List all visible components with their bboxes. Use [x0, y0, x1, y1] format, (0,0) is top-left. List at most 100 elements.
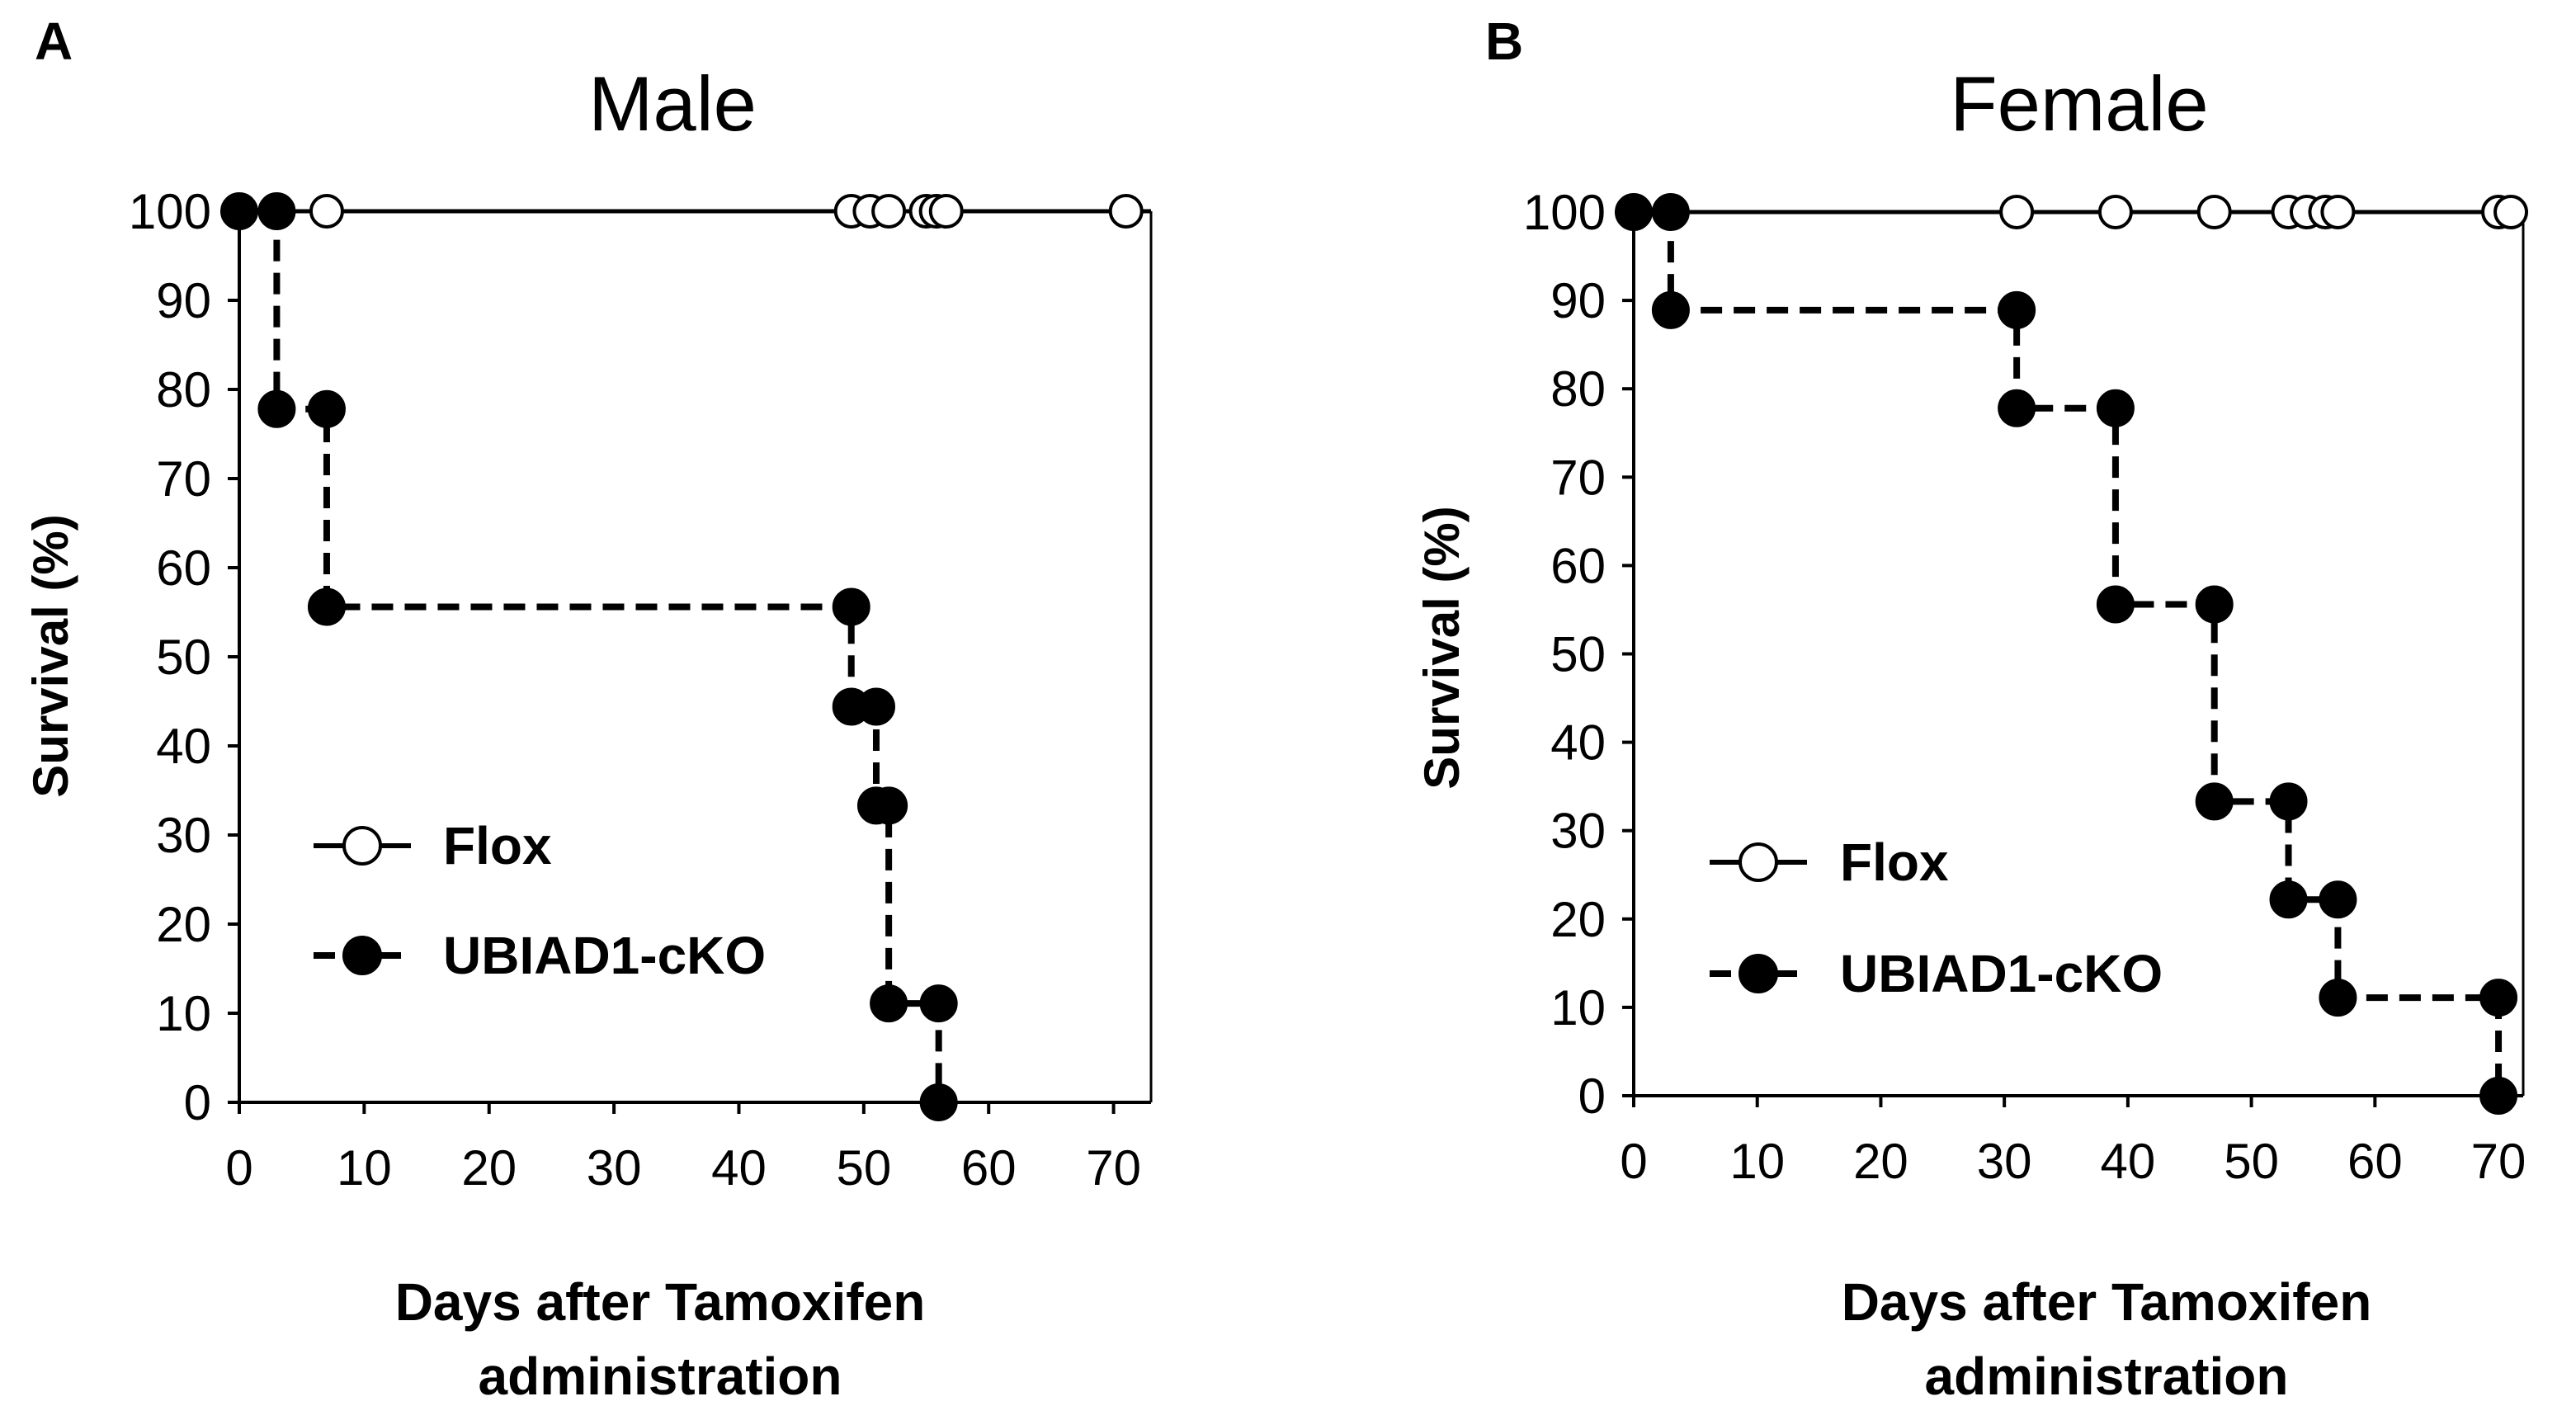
panel-b-title: Female — [1950, 60, 2208, 147]
panel-a-legend-flox-symbol — [314, 826, 411, 866]
panel-b-marker-ubiad1-cko — [2096, 389, 2135, 427]
panel-a-x-tick-label: 30 — [587, 1140, 642, 1196]
panel-b-marker-ubiad1-cko — [2479, 979, 2518, 1017]
panel-b-marker-ubiad1-cko — [1998, 290, 2036, 329]
panel-a-marker-ubiad1-cko — [257, 192, 296, 230]
panel-a-y-tick-label: 50 — [156, 630, 211, 685]
panel-b: B Female 0 10 20 30 40 50 60 70 80 90 100 0 10 20 30 4… — [1414, 12, 2529, 1406]
panel-a: A Male 0 10 20 30 40 50 60 70 80 90 100 0 10 20 30 40 5… — [23, 12, 1153, 1406]
panel-a-x-tick-label: 60 — [961, 1140, 1017, 1196]
panel-b-y-tick-label: 20 — [1550, 892, 1606, 947]
panel-b-x-axis-label-line2: administration — [1925, 1347, 2289, 1406]
panel-b-y-tick-label: 70 — [1550, 450, 1606, 505]
panel-a-marker-flox — [309, 194, 344, 229]
panel-a-y-tick-label: 90 — [156, 273, 211, 328]
panel-b-marker-ubiad1-cko — [2096, 585, 2135, 624]
panel-b-y-tick-label: 40 — [1550, 715, 1606, 771]
panel-a-marker-ubiad1-cko — [257, 389, 296, 428]
panel-b-y-tick-label: 0 — [1578, 1069, 1606, 1124]
panel-a-y-tick-label: 80 — [156, 362, 211, 418]
panel-b-x-axis-label-line1: Days after Tamoxifen — [1842, 1272, 2372, 1332]
panel-a-marker-ubiad1-cko — [919, 984, 958, 1023]
panel-b-x-tick-label: 60 — [2347, 1134, 2403, 1189]
panel-a-marker-ubiad1-cko — [919, 1083, 958, 1121]
panel-b-x-tick-label: 20 — [1853, 1134, 1908, 1189]
panel-b-y-tick-label: 50 — [1550, 627, 1606, 682]
panel-b-x-tick-label: 40 — [2101, 1134, 2156, 1189]
panel-a-marker-ubiad1-cko — [832, 587, 870, 626]
panel-b-marker-ubiad1-cko — [2479, 1077, 2518, 1115]
panel-b-marker-flox — [2196, 195, 2232, 229]
panel-letter-b: B — [1485, 12, 1523, 71]
panel-b-legend: Flox UBIAD1-cKO — [1710, 833, 2163, 1003]
panel-b-marker-ubiad1-cko — [2319, 880, 2357, 919]
panel-a-marker-flox — [928, 194, 964, 229]
panel-b-y-tick-label: 10 — [1550, 980, 1606, 1036]
panel-a-marker-ubiad1-cko — [307, 587, 346, 626]
panel-a-legend-cko-symbol — [314, 936, 411, 975]
panel-a-x-tick-label: 40 — [711, 1140, 767, 1196]
panel-b-marker-ubiad1-cko — [2269, 782, 2308, 821]
panel-a-legend-ubiad1-cko: UBIAD1-cKO — [443, 926, 766, 985]
panel-b-marker-ubiad1-cko — [2269, 880, 2308, 919]
panel-a-marker-ubiad1-cko — [870, 786, 908, 825]
panel-b-marker-ubiad1-cko — [1998, 389, 2036, 427]
panel-a-x-tick-label: 70 — [1086, 1140, 1141, 1196]
panel-b-legend-flox: Flox — [1840, 833, 1949, 892]
panel-b-marker-ubiad1-cko — [2195, 782, 2234, 821]
panel-b-y-tick-label: 30 — [1550, 804, 1606, 859]
panel-a-legend-flox: Flox — [443, 816, 552, 875]
panel-a-marker-ubiad1-cko — [307, 389, 346, 428]
panel-a-x-tick-label: 0 — [225, 1140, 252, 1196]
panel-b-x-tick-label: 0 — [1620, 1134, 1647, 1189]
panel-a-legend: Flox UBIAD1-cKO — [314, 816, 766, 985]
panel-a-marker-flox — [1108, 194, 1144, 229]
panel-b-y-tick-label: 90 — [1550, 273, 1606, 328]
panel-a-x-tick-label: 10 — [337, 1140, 392, 1196]
panel-a-marker-ubiad1-cko — [220, 192, 258, 230]
panel-a-y-tick-label: 30 — [156, 808, 211, 863]
panel-b-series-markers — [1615, 193, 2529, 1115]
panel-b-marker-flox — [2493, 195, 2529, 229]
panel-b-legend-ubiad1-cko: UBIAD1-cKO — [1840, 944, 2163, 1003]
panel-a-y-tick-label: 10 — [156, 986, 211, 1041]
panel-a-y-tick-label: 70 — [156, 451, 211, 507]
panel-b-marker-ubiad1-cko — [1651, 290, 1690, 329]
panel-letter-a: A — [35, 12, 73, 71]
panel-a-series-markers — [220, 192, 1144, 1121]
panel-b-y-axis-label: Survival (%) — [1414, 506, 1470, 789]
panel-a-marker-ubiad1-cko — [870, 984, 908, 1023]
panel-a-axes — [228, 210, 1153, 1114]
panel-b-x-tick-label: 30 — [1977, 1134, 2032, 1189]
panel-a-title: Male — [588, 60, 757, 147]
panel-b-y-tick-labels: 0 10 20 30 40 50 60 70 80 90 100 — [1523, 185, 1606, 1124]
panel-b-y-tick-label: 60 — [1550, 538, 1606, 593]
panel-b-marker-ubiad1-cko — [1651, 193, 1690, 231]
panel-b-x-tick-label: 10 — [1729, 1134, 1785, 1189]
panel-b-x-tick-labels: 0 10 20 30 40 50 60 70 — [1620, 1134, 2526, 1189]
panel-b-marker-ubiad1-cko — [1615, 193, 1653, 231]
panel-b-marker-ubiad1-cko — [2195, 585, 2234, 624]
panel-b-legend-cko-symbol — [1710, 954, 1807, 993]
panel-a-y-tick-label: 40 — [156, 719, 211, 774]
panel-a-y-tick-label: 100 — [129, 184, 211, 239]
panel-a-marker-flox — [871, 194, 907, 229]
panel-b-marker-flox — [2320, 195, 2356, 229]
panel-a-x-axis-label-line2: administration — [479, 1347, 842, 1406]
panel-b-legend-flox-symbol — [1710, 842, 1807, 882]
panel-b-marker-flox — [1999, 195, 2035, 229]
panel-a-y-tick-label: 0 — [184, 1075, 211, 1130]
panel-a-x-tick-labels: 0 10 20 30 40 50 60 70 — [225, 1140, 1141, 1196]
panel-a-y-axis-label: Survival (%) — [23, 514, 78, 797]
panel-a-x-tick-label: 50 — [836, 1140, 891, 1196]
panel-a-y-tick-labels: 0 10 20 30 40 50 60 70 80 90 100 — [129, 184, 211, 1130]
panel-b-x-tick-label: 70 — [2471, 1134, 2526, 1189]
panel-b-marker-ubiad1-cko — [2319, 979, 2357, 1017]
panel-a-y-tick-label: 20 — [156, 897, 211, 952]
panel-a-x-tick-label: 20 — [461, 1140, 517, 1196]
panel-a-marker-ubiad1-cko — [856, 687, 895, 726]
panel-b-x-tick-label: 50 — [2224, 1134, 2279, 1189]
panel-b-axes — [1622, 210, 2525, 1107]
panel-b-y-tick-label: 80 — [1550, 361, 1606, 417]
